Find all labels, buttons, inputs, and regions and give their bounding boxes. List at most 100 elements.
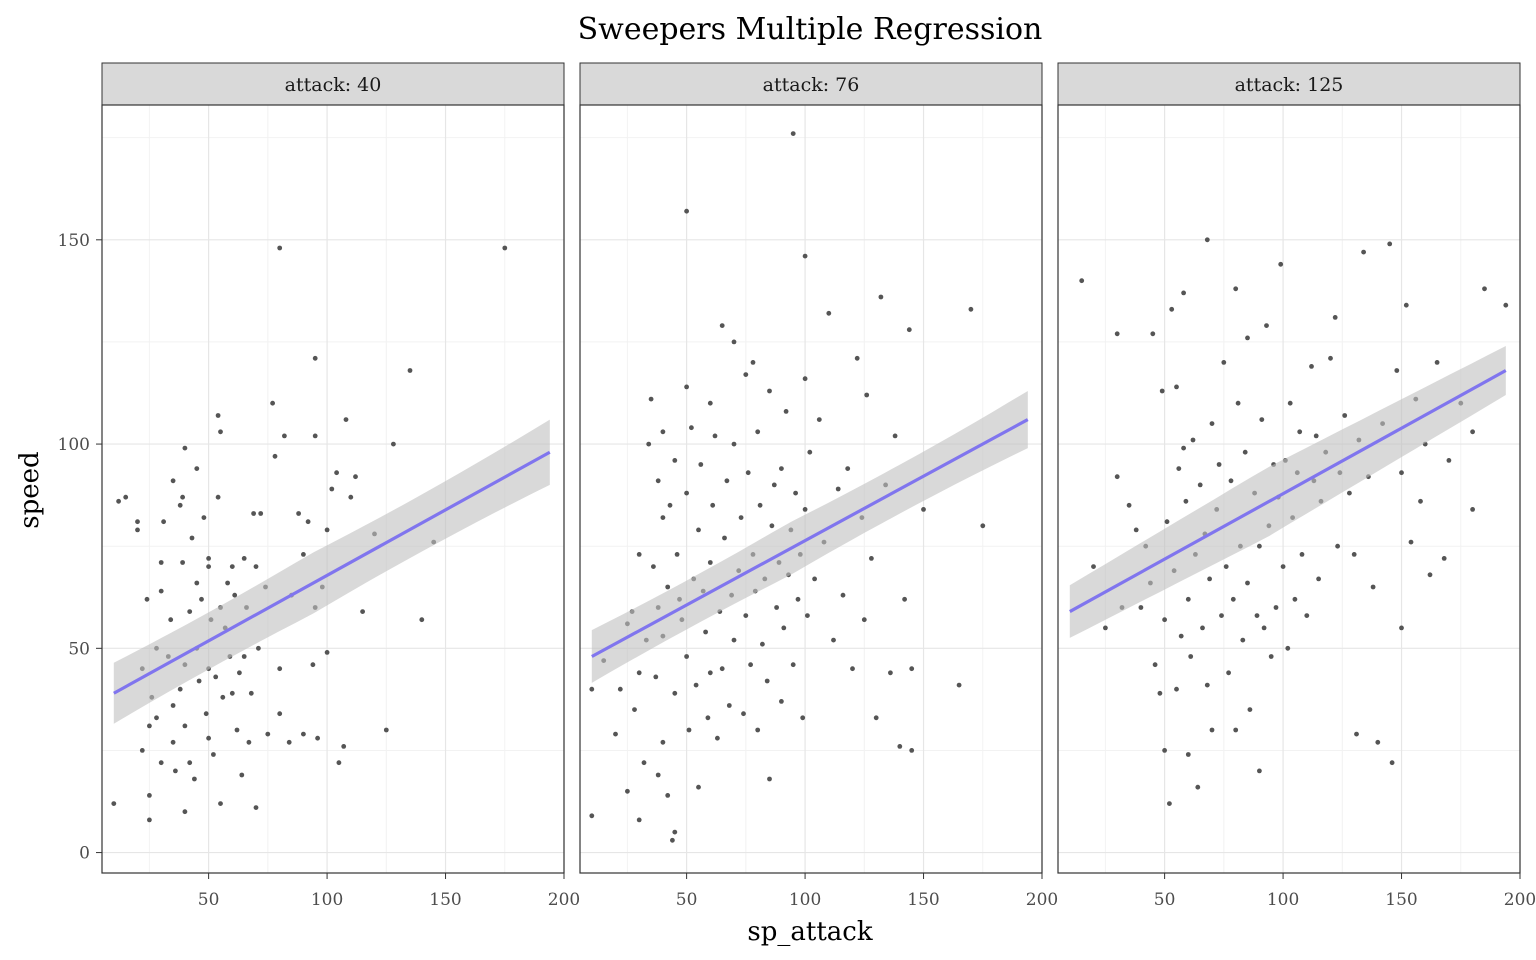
x-tick-label: 200: [1504, 890, 1536, 910]
data-point: [743, 613, 749, 618]
x-tick-label: 200: [1026, 890, 1058, 910]
data-point: [693, 682, 699, 688]
data-point: [206, 564, 212, 569]
data-point: [1403, 302, 1409, 308]
data-point: [1228, 478, 1234, 484]
data-point: [1261, 625, 1267, 631]
data-point: [968, 306, 974, 312]
facet-panel-1: attack: 40 50 100 150 200: [101, 62, 580, 910]
data-point: [636, 817, 642, 823]
data-point: [684, 490, 689, 496]
data-point: [625, 788, 630, 794]
data-point: [802, 376, 808, 382]
data-point: [220, 694, 226, 700]
data-point: [689, 425, 694, 431]
data-point: [192, 776, 197, 782]
data-point: [1079, 278, 1085, 284]
data-point: [710, 502, 716, 508]
data-point: [790, 131, 796, 137]
data-point: [1297, 429, 1303, 435]
data-point: [1197, 482, 1203, 488]
data-point: [391, 441, 396, 447]
data-point: [1162, 617, 1167, 623]
data-point: [698, 462, 704, 467]
facet-panels: attack: 40 50 100 150 200 attack: 76 50 100 150 2…: [101, 62, 1536, 910]
data-point: [660, 739, 666, 745]
data-point: [617, 686, 623, 692]
data-point: [738, 515, 744, 520]
regression-line: [113, 450, 551, 695]
data-point: [256, 645, 261, 651]
x-tick-label: 100: [311, 890, 343, 910]
data-point: [123, 494, 129, 500]
data-point: [750, 360, 756, 365]
data-point: [743, 372, 749, 377]
data-point: [712, 433, 718, 439]
data-point: [980, 523, 986, 529]
data-point: [653, 674, 659, 680]
data-point: [248, 690, 254, 696]
data-point: [1254, 613, 1260, 618]
data-point: [1394, 368, 1400, 373]
data-point: [1389, 760, 1395, 766]
data-point: [272, 453, 278, 459]
data-point: [154, 715, 159, 721]
data-point: [1174, 686, 1179, 692]
data-point: [1176, 466, 1182, 471]
data-point: [215, 494, 221, 500]
data-point: [1185, 596, 1191, 602]
data-point: [1292, 596, 1298, 602]
data-point: [1351, 552, 1357, 557]
data-point: [182, 809, 188, 815]
data-point: [660, 515, 666, 520]
data-point: [1285, 645, 1291, 651]
data-point: [1162, 748, 1167, 753]
data-point: [253, 564, 259, 569]
data-point: [1114, 331, 1120, 337]
panel-border: [1057, 104, 1521, 874]
data-point: [755, 429, 761, 435]
data-point: [812, 576, 817, 582]
data-point: [241, 654, 247, 659]
data-point: [897, 744, 903, 749]
data-point: [831, 637, 836, 643]
data-point: [1103, 625, 1108, 631]
data-point: [177, 502, 183, 508]
data-point: [1164, 519, 1170, 525]
data-point: [383, 727, 389, 733]
data-point: [201, 515, 207, 520]
y-tick-label: 150: [58, 231, 90, 251]
data-point: [135, 519, 140, 525]
data-point: [1181, 290, 1186, 296]
data-point: [177, 686, 183, 692]
y-tick-label: 50: [68, 639, 90, 659]
data-point: [144, 596, 150, 602]
data-point: [116, 498, 121, 504]
data-point: [282, 433, 287, 439]
facet-strip-label: attack: 40: [285, 74, 382, 96]
data-point: [170, 739, 176, 745]
data-point: [672, 829, 678, 835]
data-point: [315, 735, 320, 741]
data-point: [909, 666, 915, 672]
data-point: [731, 441, 737, 447]
data-point: [246, 739, 252, 745]
data-point: [1230, 596, 1236, 602]
data-point: [147, 817, 152, 823]
data-point: [168, 617, 174, 623]
y-axis-title: speed: [15, 451, 45, 528]
data-point: [296, 511, 301, 516]
data-point: [111, 801, 117, 806]
data-point: [329, 486, 335, 492]
data-point: [686, 727, 692, 733]
data-point: [1195, 784, 1201, 790]
data-point: [956, 682, 962, 688]
x-tick-label: 150: [907, 890, 939, 910]
x-tick-label: 100: [789, 890, 821, 910]
data-point: [237, 670, 242, 676]
data-point: [147, 793, 152, 798]
data-point: [1183, 498, 1189, 504]
data-point: [667, 502, 673, 508]
data-point: [253, 805, 259, 810]
data-point: [1257, 768, 1262, 774]
